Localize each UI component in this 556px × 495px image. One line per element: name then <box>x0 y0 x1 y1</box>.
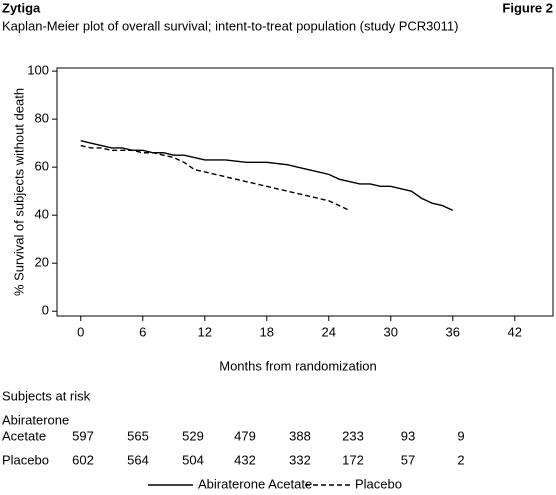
risk-row-label: Abiraterone <box>2 412 69 427</box>
risk-value: 565 <box>127 428 149 443</box>
x-tick-label: 24 <box>322 324 336 339</box>
risk-value: 2 <box>457 452 464 467</box>
risk-value: 479 <box>234 428 256 443</box>
x-axis-label: Months from randomization <box>219 358 377 373</box>
y-tick-label: 20 <box>35 255 49 270</box>
risk-value: 93 <box>401 428 415 443</box>
risk-value: 602 <box>72 452 94 467</box>
risk-value: 388 <box>289 428 311 443</box>
y-tick-label: 100 <box>27 63 49 78</box>
plot-frame <box>56 67 554 317</box>
risk-value: 9 <box>457 428 464 443</box>
y-tick-label: 40 <box>35 207 49 222</box>
survival-line <box>80 144 350 212</box>
risk-value: 597 <box>72 428 94 443</box>
y-tick-label: 0 <box>42 303 49 318</box>
risk-row-label: Acetate <box>2 428 46 443</box>
y-tick-label: 60 <box>35 159 49 174</box>
risk-value: 57 <box>401 452 415 467</box>
risk-value: 233 <box>342 428 364 443</box>
risk-value: 504 <box>182 452 204 467</box>
x-tick-label: 30 <box>384 324 398 339</box>
risk-row-label: Placebo <box>2 452 49 467</box>
header-left: Zytiga <box>2 0 41 15</box>
y-axis-label: % Survival of subjects without death <box>11 88 26 296</box>
y-tick-label: 80 <box>35 111 49 126</box>
legend-label: Abiraterone Acetate <box>198 476 312 491</box>
risk-title: Subjects at risk <box>2 388 91 403</box>
x-tick-label: 6 <box>139 324 146 339</box>
risk-value: 432 <box>234 452 256 467</box>
risk-value: 172 <box>342 452 364 467</box>
risk-value: 332 <box>289 452 311 467</box>
risk-value: 529 <box>182 428 204 443</box>
x-tick-label: 12 <box>198 324 212 339</box>
chart-title: Kaplan-Meier plot of overall survival; i… <box>2 18 458 33</box>
header-right: Figure 2 <box>502 0 553 15</box>
survival-line <box>80 140 454 212</box>
legend-label: Placebo <box>355 476 402 491</box>
x-tick-label: 0 <box>77 324 84 339</box>
risk-value: 564 <box>127 452 149 467</box>
x-tick-label: 18 <box>260 324 274 339</box>
x-tick-label: 42 <box>508 324 522 339</box>
x-tick-label: 36 <box>446 324 460 339</box>
